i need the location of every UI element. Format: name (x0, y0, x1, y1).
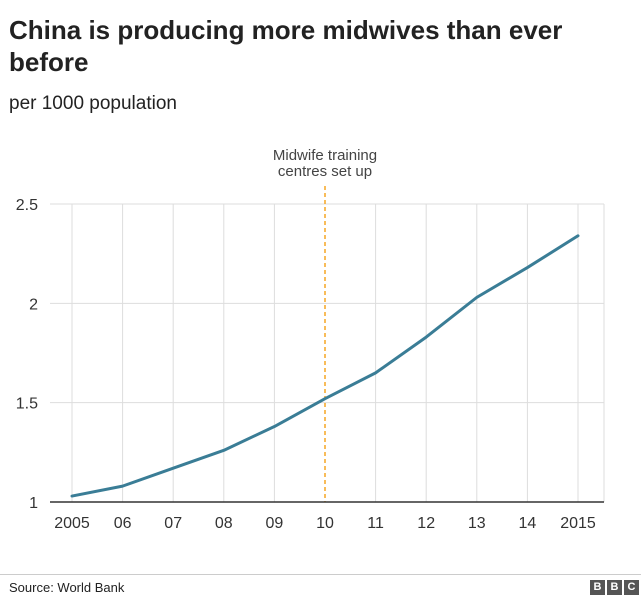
chart-title: China is producing more midwives than ev… (9, 15, 563, 77)
x-tick-label: 2005 (54, 515, 90, 532)
bbc-logo: B B C (590, 580, 639, 595)
x-tick-label: 12 (417, 515, 435, 532)
gridlines (50, 203, 605, 502)
y-tick-label: 1 (29, 495, 38, 512)
y-tick-label: 1.5 (16, 396, 38, 413)
x-tick-label: 13 (468, 515, 486, 532)
logo-letter: B (607, 580, 622, 595)
y-tick-label: 2 (29, 296, 38, 313)
footer: Source: World Bank B B C (0, 574, 641, 602)
x-tick-label: 10 (316, 515, 334, 532)
series-line (70, 234, 580, 498)
x-tick-label: 09 (266, 515, 284, 532)
x-tick-label: 2015 (560, 515, 596, 532)
x-tick-label: 07 (164, 515, 182, 532)
x-tick-label: 14 (519, 515, 537, 532)
chart-subtitle: per 1000 population (9, 93, 177, 114)
source-note: Source: World Bank (9, 580, 125, 595)
y-tick-label: 2.5 (16, 197, 38, 214)
logo-letter: B (590, 580, 605, 595)
series-group (70, 234, 580, 498)
x-tick-label: 08 (215, 515, 233, 532)
logo-letter: C (624, 580, 639, 595)
x-tick-label: 11 (367, 515, 384, 532)
annotation-label: Midwife training (273, 147, 377, 164)
annotation-label: centres set up (278, 163, 372, 180)
x-tick-label: 06 (114, 515, 132, 532)
axes-group: 1 1.5 2 2.5 2005 06 07 08 09 10 11 12 13 14 2015 (16, 197, 604, 532)
